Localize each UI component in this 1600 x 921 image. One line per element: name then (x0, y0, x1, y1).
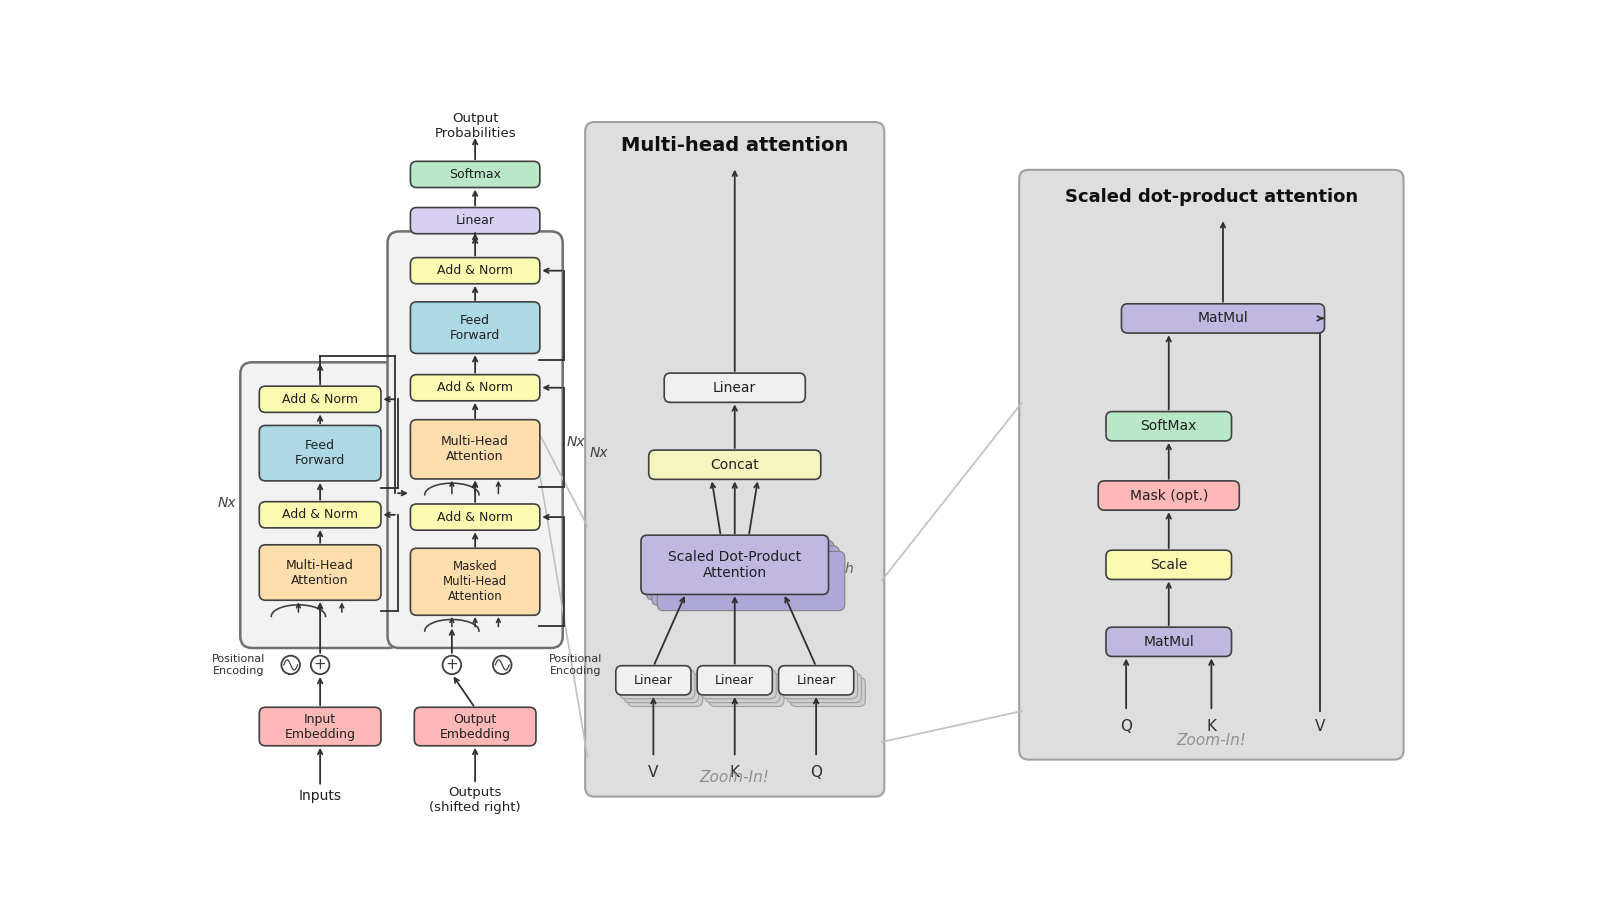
Text: Scaled Dot-Product
Attention: Scaled Dot-Product Attention (669, 550, 802, 580)
Text: Inputs: Inputs (299, 788, 342, 803)
Text: Zoom-In!: Zoom-In! (699, 770, 770, 785)
Text: K: K (1206, 719, 1216, 734)
FancyBboxPatch shape (259, 386, 381, 413)
FancyBboxPatch shape (786, 673, 861, 703)
Text: Positional
Encoding: Positional Encoding (213, 654, 266, 676)
Text: V: V (1315, 719, 1325, 734)
Text: Output
Embedding: Output Embedding (440, 713, 510, 740)
FancyBboxPatch shape (642, 535, 829, 594)
FancyBboxPatch shape (414, 707, 536, 746)
FancyBboxPatch shape (709, 677, 784, 706)
FancyBboxPatch shape (1106, 412, 1232, 441)
Text: SoftMax: SoftMax (1141, 419, 1197, 433)
Text: Add & Norm: Add & Norm (437, 381, 514, 394)
Text: Linear: Linear (634, 674, 674, 687)
FancyBboxPatch shape (259, 426, 381, 481)
Text: Nx: Nx (566, 435, 586, 449)
FancyBboxPatch shape (698, 666, 773, 695)
Text: Feed
Forward: Feed Forward (294, 439, 346, 467)
Text: +: + (445, 658, 458, 672)
FancyBboxPatch shape (411, 207, 539, 234)
FancyBboxPatch shape (779, 666, 854, 695)
Text: Nx: Nx (218, 496, 237, 510)
FancyBboxPatch shape (259, 502, 381, 528)
Text: MatMul: MatMul (1198, 311, 1248, 325)
Text: h: h (845, 562, 853, 576)
FancyBboxPatch shape (411, 375, 539, 401)
Text: Multi-head attention: Multi-head attention (621, 136, 848, 156)
FancyBboxPatch shape (387, 231, 563, 648)
Text: Add & Norm: Add & Norm (282, 392, 358, 406)
Text: Zoom-In!: Zoom-In! (1176, 733, 1246, 748)
FancyBboxPatch shape (411, 420, 539, 479)
FancyBboxPatch shape (627, 677, 702, 706)
FancyBboxPatch shape (782, 670, 858, 699)
Text: Mask (opt.): Mask (opt.) (1130, 488, 1208, 503)
Text: V: V (648, 765, 659, 780)
Text: Add & Norm: Add & Norm (437, 510, 514, 523)
Text: Softmax: Softmax (450, 168, 501, 181)
Text: Concat: Concat (710, 458, 758, 472)
Text: Linear: Linear (714, 380, 757, 395)
Text: Input
Embedding: Input Embedding (285, 713, 355, 740)
Text: Add & Norm: Add & Norm (282, 508, 358, 521)
Text: Add & Norm: Add & Norm (437, 264, 514, 277)
FancyBboxPatch shape (651, 546, 840, 605)
FancyBboxPatch shape (411, 504, 539, 530)
FancyBboxPatch shape (411, 258, 539, 284)
FancyBboxPatch shape (586, 122, 885, 797)
FancyBboxPatch shape (664, 373, 805, 402)
FancyBboxPatch shape (624, 673, 699, 703)
FancyBboxPatch shape (1106, 550, 1232, 579)
Text: +: + (314, 658, 326, 672)
FancyBboxPatch shape (259, 707, 381, 746)
FancyBboxPatch shape (706, 673, 781, 703)
Text: Scale: Scale (1150, 558, 1187, 572)
FancyBboxPatch shape (411, 302, 539, 354)
Text: MatMul: MatMul (1144, 635, 1194, 648)
Text: Nx: Nx (590, 446, 608, 460)
FancyBboxPatch shape (616, 666, 691, 695)
Text: Linear: Linear (715, 674, 754, 687)
Text: Linear: Linear (797, 674, 835, 687)
FancyBboxPatch shape (1122, 304, 1325, 333)
Text: Q: Q (1120, 719, 1133, 734)
Text: Outputs
(shifted right): Outputs (shifted right) (429, 786, 522, 813)
Text: Output
Probabilities: Output Probabilities (434, 112, 515, 140)
FancyBboxPatch shape (701, 670, 776, 699)
FancyBboxPatch shape (240, 362, 400, 648)
FancyBboxPatch shape (790, 677, 866, 706)
Text: Multi-Head
Attention: Multi-Head Attention (442, 436, 509, 463)
Text: Masked
Multi-Head
Attention: Masked Multi-Head Attention (443, 560, 507, 603)
FancyBboxPatch shape (648, 450, 821, 479)
FancyBboxPatch shape (1019, 169, 1403, 760)
FancyBboxPatch shape (646, 541, 834, 600)
FancyBboxPatch shape (658, 552, 845, 611)
FancyBboxPatch shape (619, 670, 694, 699)
Text: Q: Q (810, 765, 822, 780)
FancyBboxPatch shape (1106, 627, 1232, 657)
Text: Multi-Head
Attention: Multi-Head Attention (286, 558, 354, 587)
FancyBboxPatch shape (411, 548, 539, 615)
Text: Feed
Forward: Feed Forward (450, 314, 501, 342)
Text: K: K (730, 765, 739, 780)
FancyBboxPatch shape (259, 545, 381, 600)
FancyBboxPatch shape (1098, 481, 1240, 510)
Text: Scaled dot-product attention: Scaled dot-product attention (1066, 188, 1358, 205)
Text: Positional
Encoding: Positional Encoding (549, 654, 603, 676)
FancyBboxPatch shape (411, 161, 539, 188)
Text: Linear: Linear (456, 214, 494, 227)
